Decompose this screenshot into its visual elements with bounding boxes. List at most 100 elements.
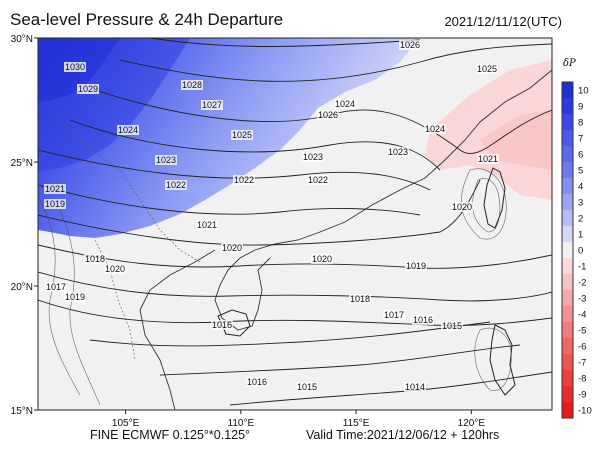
isobar-label-background [317, 110, 339, 120]
valid-time: Valid Time:2021/12/06/12 + 120hrs [306, 428, 500, 442]
colorbar-swatch [562, 322, 573, 338]
isobar-label-background [476, 64, 498, 74]
isobar-label: 1023 [156, 155, 176, 165]
isobar-label-background [196, 220, 218, 230]
colorbar-label: 8 [578, 118, 583, 129]
isobar-label-background [246, 377, 268, 387]
isobar-label: 1021 [478, 154, 498, 164]
isobar-label: 1023 [303, 152, 323, 162]
isobar-label-background [231, 130, 253, 140]
isobar-label: 1014 [405, 382, 425, 392]
isobar-label-background [84, 254, 106, 264]
isobar-label: 1015 [442, 321, 462, 331]
isobar-label: 1019 [406, 261, 426, 271]
isobar-label-background [307, 175, 329, 185]
colorbar-frame [561, 81, 574, 419]
isobar-label-background [165, 180, 187, 190]
colorbar-label: 6 [578, 150, 583, 161]
colorbar-swatch [562, 146, 573, 162]
isobar-label: 1016 [247, 377, 267, 387]
isobar-label-background [104, 264, 126, 274]
isobar-label: 1030 [65, 62, 85, 72]
coastline-china [214, 69, 552, 331]
isobar-label: 1020 [105, 264, 125, 274]
isobar-label-background [201, 100, 223, 110]
colorbar-swatch [562, 386, 573, 402]
isobar-label-background [412, 315, 434, 325]
colorbar-swatch [562, 370, 573, 386]
isobar-label: 1018 [85, 254, 105, 264]
isobar-label-background [44, 184, 66, 194]
colorbar-label: 3 [578, 198, 583, 209]
isobar-label-background [64, 292, 86, 302]
isobar-label-background [45, 282, 67, 292]
isobar-label: 1027 [202, 100, 222, 110]
colorbar-title: δP [563, 58, 576, 69]
isobar-label-background [399, 40, 421, 50]
colorbar-label: 1 [578, 230, 583, 241]
colorbar-swatch [562, 242, 573, 258]
longitude-axis: 105°E 110°E 115°E 120°E [112, 410, 485, 429]
isobar-label-background [181, 80, 203, 90]
colorbar-swatch [562, 226, 573, 242]
lat-tick-label: 15°N [11, 406, 33, 417]
isobar-label-background [77, 84, 99, 94]
lon-tick-label: 105°E [112, 418, 140, 429]
colorbar-swatch [562, 306, 573, 322]
isobar-label: 1019 [65, 292, 85, 302]
isobar-label-background [221, 243, 243, 253]
colorbar-swatch [562, 98, 573, 114]
isobar-label-background [451, 202, 473, 212]
isobar-label: 1015 [297, 382, 317, 392]
colorbar-label: 2 [578, 214, 583, 225]
colorbar-label: 10 [578, 86, 589, 97]
isobar-label-background [424, 124, 446, 134]
lon-tick-label: 110°E [228, 418, 255, 429]
isobar-label: 1019 [45, 199, 65, 209]
isobar-label-background [211, 320, 233, 330]
isobar-label: 1018 [350, 294, 370, 304]
isobar-label-background [383, 310, 405, 320]
isobar-label-background [334, 99, 356, 109]
colorbar-swatch [562, 402, 573, 418]
colorbar-label: -3 [578, 294, 586, 305]
isobar-label-background [441, 321, 463, 331]
colorbar-swatch [562, 130, 573, 146]
isobar-label-background [117, 125, 139, 135]
lat-tick-label: 25°N [11, 158, 33, 169]
isobar-label: 1025 [232, 130, 252, 140]
isobar-label: 1016 [212, 320, 232, 330]
colorbar-swatch [562, 258, 573, 274]
colorbar-swatch [562, 178, 573, 194]
isobar-label: 1022 [234, 175, 254, 185]
philippines-luzon [489, 324, 516, 396]
isobar-label: 1017 [46, 282, 66, 292]
isobar-label-background [155, 155, 177, 165]
colorbar-label: -2 [578, 278, 586, 289]
colorbar-label: -7 [578, 358, 586, 369]
colorbar-swatch [562, 114, 573, 130]
isobar-label-background [64, 62, 86, 72]
colorbar-label: -8 [578, 374, 586, 385]
isobar-lines [38, 38, 552, 406]
colorbar-label: 7 [578, 134, 583, 145]
isobar-label: 1020 [452, 202, 472, 212]
isobar-label: 1022 [166, 180, 186, 190]
colorbar-label: -1 [578, 262, 586, 273]
latitude-axis: 30°N 25°N 20°N 15°N [11, 34, 38, 417]
isobar-label: 1024 [335, 99, 355, 109]
lat-tick-label: 30°N [11, 34, 33, 45]
isobar-label: 1026 [318, 110, 338, 120]
border-lines [59, 119, 201, 361]
island-hainan [217, 309, 251, 337]
model-info: FINE ECMWF 0.125°*0.125° [90, 428, 251, 442]
isobar-label: 1024 [118, 125, 138, 135]
colorbar-swatch [562, 274, 573, 290]
plot-frame [37, 37, 553, 411]
isobar-label-background [233, 175, 255, 185]
colorbar-label: -9 [578, 390, 586, 401]
colorbar-label: -4 [578, 310, 586, 321]
isobar-label: 1021 [197, 220, 217, 230]
isobar-label: 1024 [425, 124, 445, 134]
